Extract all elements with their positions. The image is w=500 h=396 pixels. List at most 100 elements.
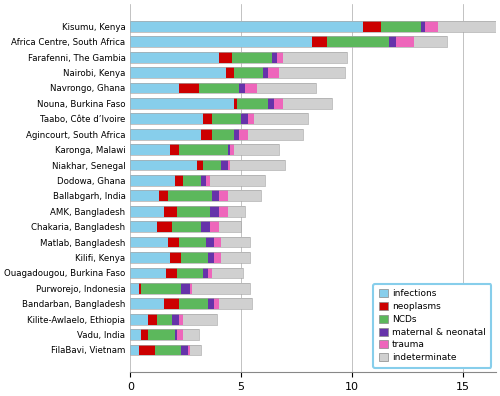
- Bar: [204, 160, 221, 170]
- Bar: [219, 190, 228, 201]
- Bar: [130, 98, 234, 109]
- Bar: [130, 283, 250, 294]
- Bar: [139, 283, 141, 294]
- Bar: [130, 206, 164, 217]
- Bar: [148, 329, 174, 340]
- Bar: [219, 206, 228, 217]
- Bar: [170, 144, 179, 155]
- Bar: [210, 175, 266, 186]
- Bar: [130, 237, 250, 248]
- Bar: [177, 329, 184, 340]
- Bar: [420, 21, 425, 32]
- Bar: [130, 160, 196, 170]
- Bar: [130, 98, 332, 109]
- Bar: [396, 36, 414, 47]
- Bar: [130, 67, 345, 78]
- Bar: [181, 345, 188, 355]
- Bar: [130, 113, 308, 124]
- Bar: [139, 345, 154, 355]
- Bar: [130, 298, 164, 309]
- Bar: [130, 144, 170, 155]
- Bar: [254, 113, 308, 124]
- Bar: [130, 82, 179, 93]
- Bar: [206, 175, 210, 186]
- Bar: [206, 237, 214, 248]
- Bar: [164, 298, 179, 309]
- Bar: [190, 283, 192, 294]
- Bar: [390, 36, 396, 47]
- Bar: [130, 21, 363, 32]
- Bar: [179, 144, 228, 155]
- Bar: [130, 21, 500, 32]
- Bar: [130, 345, 201, 355]
- Bar: [142, 283, 181, 294]
- Bar: [201, 175, 205, 186]
- Bar: [184, 175, 201, 186]
- Bar: [130, 314, 148, 325]
- Bar: [130, 206, 246, 217]
- Bar: [166, 268, 177, 278]
- Bar: [208, 298, 214, 309]
- Bar: [130, 67, 226, 78]
- Bar: [232, 52, 272, 63]
- Bar: [234, 129, 239, 139]
- Bar: [239, 129, 248, 139]
- Bar: [188, 345, 190, 355]
- Bar: [212, 129, 234, 139]
- Bar: [130, 252, 250, 263]
- Bar: [168, 190, 212, 201]
- Bar: [199, 82, 239, 93]
- Bar: [241, 113, 248, 124]
- Bar: [230, 144, 234, 155]
- Bar: [130, 283, 139, 294]
- Bar: [414, 36, 447, 47]
- Bar: [174, 329, 177, 340]
- Bar: [142, 329, 148, 340]
- Bar: [274, 98, 283, 109]
- Bar: [230, 160, 285, 170]
- Bar: [192, 283, 250, 294]
- Bar: [130, 36, 312, 47]
- Bar: [380, 21, 420, 32]
- Bar: [204, 268, 208, 278]
- Bar: [130, 190, 261, 201]
- Bar: [219, 298, 252, 309]
- Bar: [130, 82, 316, 93]
- Bar: [263, 67, 268, 78]
- Bar: [201, 221, 210, 232]
- Bar: [130, 298, 252, 309]
- Bar: [130, 329, 141, 340]
- Bar: [221, 252, 250, 263]
- Bar: [201, 129, 212, 139]
- Bar: [234, 144, 279, 155]
- Bar: [164, 206, 177, 217]
- Bar: [221, 160, 228, 170]
- Bar: [174, 175, 184, 186]
- Bar: [234, 67, 263, 78]
- Bar: [154, 345, 181, 355]
- Bar: [226, 67, 234, 78]
- Bar: [190, 345, 201, 355]
- Legend: infections, neoplasms, NCDs, maternal & neonatal, trauma, indeterminate: infections, neoplasms, NCDs, maternal & …: [373, 284, 492, 367]
- Bar: [184, 314, 216, 325]
- Bar: [157, 221, 172, 232]
- Bar: [208, 268, 212, 278]
- Bar: [212, 190, 219, 201]
- Bar: [278, 67, 345, 78]
- Bar: [130, 129, 303, 139]
- Bar: [268, 98, 274, 109]
- Bar: [210, 221, 219, 232]
- Bar: [130, 221, 241, 232]
- Bar: [272, 52, 276, 63]
- Bar: [130, 175, 174, 186]
- Bar: [172, 314, 179, 325]
- Bar: [130, 252, 170, 263]
- Bar: [228, 160, 230, 170]
- Bar: [214, 298, 219, 309]
- Bar: [268, 67, 278, 78]
- Bar: [179, 298, 208, 309]
- Bar: [239, 82, 246, 93]
- Bar: [276, 52, 283, 63]
- Bar: [130, 268, 166, 278]
- Bar: [228, 206, 246, 217]
